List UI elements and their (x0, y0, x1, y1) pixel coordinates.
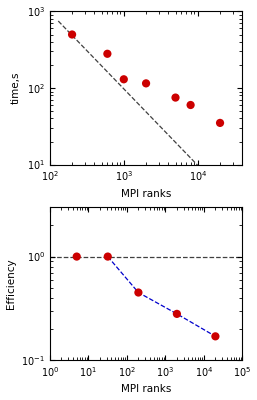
Point (173, 94, 178, 101)
Point (218, 120, 222, 126)
X-axis label: MPI ranks: MPI ranks (121, 384, 171, 394)
Point (106, 253, 110, 260)
Point (105, 50, 109, 57)
Point (144, 80, 148, 86)
Point (70, 31, 74, 38)
Y-axis label: Efficiency: Efficiency (6, 258, 16, 309)
Point (75, 253, 79, 260)
Point (136, 289, 141, 296)
Point (122, 76, 126, 82)
Y-axis label: time,s: time,s (11, 72, 21, 104)
X-axis label: MPI ranks: MPI ranks (121, 189, 171, 199)
Point (189, 102, 193, 108)
Point (213, 333, 217, 340)
Point (175, 311, 179, 317)
